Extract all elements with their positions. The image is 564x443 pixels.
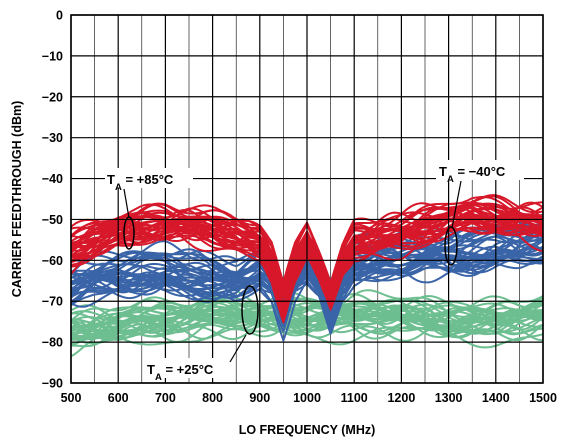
x-tick-label: 1200 bbox=[387, 391, 415, 405]
annotation-25c: TA = +25°C bbox=[145, 285, 259, 383]
annotation-minus40c-leader bbox=[451, 180, 462, 229]
annotation-minus40c-bg bbox=[436, 160, 524, 180]
x-tick-label: 600 bbox=[108, 391, 129, 405]
x-tick-label: 700 bbox=[155, 391, 176, 405]
annotation-85c-bg bbox=[105, 168, 193, 188]
y-axis-title: CARRIER FEEDTHROUGH (dBm) bbox=[10, 101, 24, 298]
y-tick-label: −10 bbox=[42, 49, 63, 63]
svg-text:TA = +85°C: TA = +85°C bbox=[107, 172, 174, 193]
x-tick-label: 900 bbox=[249, 391, 270, 405]
annotation-25c-leader bbox=[229, 334, 247, 363]
y-tick-label: 0 bbox=[56, 9, 63, 23]
annotation-25c-ellipse bbox=[241, 285, 259, 335]
annotation-minus40c: TA = −40°C bbox=[436, 160, 524, 266]
annotation-85c-ellipse bbox=[123, 216, 135, 250]
x-tick-label: 1400 bbox=[482, 391, 510, 405]
y-tick-label: −30 bbox=[42, 131, 63, 145]
y-tick-label: −60 bbox=[42, 254, 63, 268]
x-tick-label: 800 bbox=[202, 391, 223, 405]
x-tick-label: 1100 bbox=[341, 391, 368, 405]
annotation-25c-bg bbox=[145, 358, 233, 378]
x-tick-labels: 500 600 700 800 900 1000 1100 1200 1300 1400 1500 bbox=[61, 391, 557, 405]
y-tick-label: −80 bbox=[42, 336, 63, 350]
annotation-85c: TA = +85°C bbox=[105, 168, 193, 250]
plot-frame bbox=[70, 14, 544, 384]
svg-text:TA = −40°C: TA = −40°C bbox=[439, 164, 506, 185]
y-tick-label: −90 bbox=[42, 377, 63, 391]
y-tick-label: −40 bbox=[42, 172, 63, 186]
y-tick-label: −50 bbox=[42, 213, 63, 227]
x-tick-label: 1000 bbox=[293, 391, 321, 405]
x-axis-title: LO FREQUENCY (MHz) bbox=[239, 423, 376, 437]
y-tick-labels: 0 −10 −20 −30 −40 −50 −60 −70 −80 −90 bbox=[42, 9, 63, 391]
y-tick-label: −70 bbox=[42, 295, 63, 309]
svg-text:TA = +25°C: TA = +25°C bbox=[147, 362, 214, 383]
annotation-85c-leader bbox=[123, 188, 130, 219]
annotation-minus40c-ellipse bbox=[444, 226, 458, 266]
y-tick-label: −20 bbox=[42, 90, 63, 104]
x-tick-label: 1300 bbox=[435, 391, 463, 405]
x-tick-label: 500 bbox=[61, 391, 82, 405]
x-tick-label: 1500 bbox=[529, 391, 557, 405]
